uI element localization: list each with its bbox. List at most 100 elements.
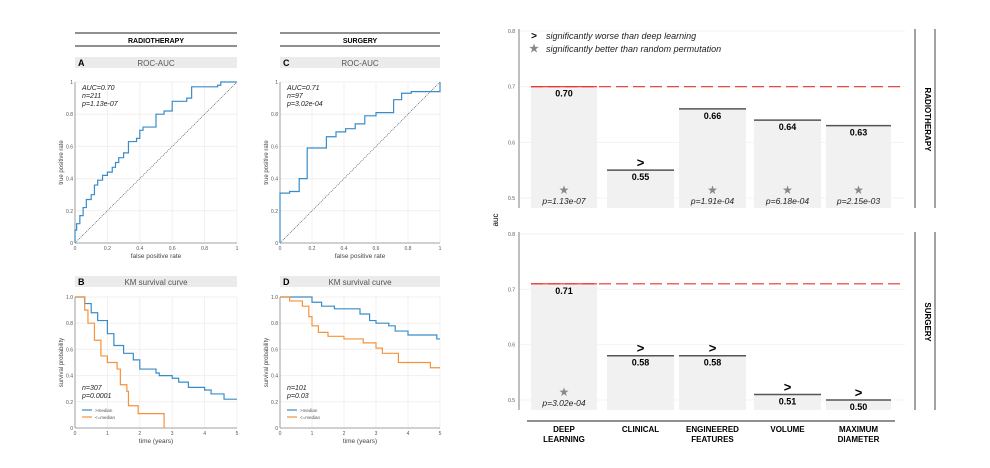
y-axis-label: true positive rate xyxy=(264,140,270,185)
bar xyxy=(826,400,891,410)
better-marker: ★ xyxy=(707,183,718,197)
category-label: DEEP xyxy=(553,425,575,434)
x-axis-label: false positive rate xyxy=(335,253,386,260)
facet-label: RADIOTHERAPY xyxy=(923,87,932,152)
x-tick-label: 4 xyxy=(407,431,410,437)
worse-marker: > xyxy=(637,341,645,356)
annotation: n=307 xyxy=(82,385,103,392)
x-axis-label: time (years) xyxy=(139,438,173,445)
panel-title: ROC-AUC xyxy=(341,59,379,68)
bar xyxy=(826,125,891,208)
bar xyxy=(607,355,674,410)
y-tick-label: 0.8 xyxy=(271,321,278,327)
x-tick-label: 2 xyxy=(343,431,346,437)
x-tick-label: 0.6 xyxy=(169,246,176,252)
annotation: p=0.03 xyxy=(286,393,309,400)
bar-value-label: 0.50 xyxy=(850,402,868,412)
x-tick-label: 4 xyxy=(203,431,206,437)
y-tick-label: 0 xyxy=(275,241,278,247)
panel-letter: D xyxy=(283,277,290,287)
series-line xyxy=(75,296,165,428)
category-label: FEATURES xyxy=(691,435,734,444)
annotation: p=1.13e-07 xyxy=(81,101,119,108)
x-tick-label: 0.6 xyxy=(373,246,380,252)
x-tick-label: 0.8 xyxy=(405,246,412,252)
y-tick-label: 0.4 xyxy=(271,177,278,183)
x-tick-label: 1 xyxy=(236,246,239,252)
worse-marker: > xyxy=(637,155,645,170)
y-tick-label: 0.6 xyxy=(66,347,73,353)
y-tick-label: 0.6 xyxy=(508,343,515,349)
annotation: n=101 xyxy=(287,385,307,392)
y-tick-label: 0.8 xyxy=(66,321,73,327)
annotation: AUC=0.70 xyxy=(81,85,115,92)
x-tick-label: 0.2 xyxy=(104,246,111,252)
bar-value-label: 0.71 xyxy=(555,286,573,296)
x-tick-label: 1 xyxy=(439,246,442,252)
panel-D: D KM survival curve 0 1 2 3 4 5 0 0.2 0.4 0.6 0.8 1.0… xyxy=(264,276,442,445)
p-value-label: p=1.91e-04 xyxy=(690,196,735,206)
bar-value-label: 0.55 xyxy=(632,172,650,182)
y-tick-label: 0.8 xyxy=(508,232,515,238)
y-tick-label: 0.2 xyxy=(271,400,278,406)
y-tick-label: 0.2 xyxy=(66,209,73,215)
x-tick-label: 0.2 xyxy=(309,246,316,252)
y-tick-label: 0.4 xyxy=(66,374,73,380)
y-tick-label: 0.8 xyxy=(66,112,73,118)
panel-letter: C xyxy=(283,58,290,68)
y-axis-label: auc xyxy=(491,214,500,227)
bar xyxy=(531,86,597,208)
y-tick-label: 0.4 xyxy=(66,177,73,183)
better-marker: ★ xyxy=(559,183,570,197)
y-axis-label: survival probability xyxy=(59,338,65,387)
category-label: LEARNING xyxy=(543,435,585,444)
category-label: MAXIMUM xyxy=(839,425,878,434)
legend-symbol: > xyxy=(531,31,537,42)
category-label: CLINICAL xyxy=(622,425,659,434)
y-tick-label: 0.6 xyxy=(66,144,73,150)
y-axis-label: survival probability xyxy=(264,338,270,387)
y-tick-label: 0.6 xyxy=(508,140,515,146)
y-tick-label: 0 xyxy=(70,241,73,247)
panel-title-bar xyxy=(280,276,440,287)
series-line xyxy=(74,81,237,243)
x-axis-label: false positive rate xyxy=(131,253,182,260)
x-tick-label: 2 xyxy=(138,431,141,437)
x-tick-label: 3 xyxy=(375,431,378,437)
facet-surgery: 0.5 0.6 0.7 0.8 0.71 ★p=3.02e-04 0.58 >0.58 >0.5… xyxy=(508,232,936,412)
panel-letter: A xyxy=(78,58,85,68)
facet-radiotherapy: 0.50.60.70.80.70★p=1.13e-070.55>0.66★p=1… xyxy=(508,29,936,208)
annotation: n=97 xyxy=(287,93,304,100)
x-tick-label: 5 xyxy=(236,431,239,437)
p-value-label: p=6.18e-04 xyxy=(765,196,810,206)
y-tick-label: 0.7 xyxy=(508,287,515,293)
panel-B: B KM survival curve 0 1 2 3 4 5 0 0.2 0.4 0.6 0.8 1.0… xyxy=(59,276,239,445)
category-label: DIAMETER xyxy=(838,435,880,444)
panel-title: ROC-AUC xyxy=(137,59,175,68)
y-tick-label: 1.0 xyxy=(66,295,73,301)
y-tick-label: 0.6 xyxy=(271,144,278,150)
p-value-label: p=1.13e-07 xyxy=(541,196,586,206)
bar xyxy=(607,170,674,208)
legend-label: <=median xyxy=(300,415,321,420)
annotation: p=3.02e-04 xyxy=(286,101,323,108)
y-tick-label: 0.6 xyxy=(271,347,278,353)
annotation: n=211 xyxy=(82,93,101,100)
bar-value-label: 0.66 xyxy=(704,111,722,121)
legend-label: >median xyxy=(95,408,113,413)
panel-A: A ROC-AUC 0 0.2 0.4 0.6 0.8 1 0 0.2 0.4 0.6 0.8 1 fals… xyxy=(59,57,239,260)
y-axis-label: true positive rate xyxy=(59,140,65,185)
radiotherapy-header: RADIOTHERAPY xyxy=(75,32,237,47)
x-tick-label: 5 xyxy=(439,431,442,437)
legend-label: significantly better than random permuta… xyxy=(546,44,721,54)
x-tick-label: 0.4 xyxy=(341,246,348,252)
x-tick-label: 3 xyxy=(171,431,174,437)
series-line xyxy=(75,296,237,400)
x-tick-label: 0 xyxy=(74,246,77,252)
bar-value-label: 0.70 xyxy=(555,89,573,99)
worse-marker: > xyxy=(709,341,717,356)
y-tick-label: 0.5 xyxy=(508,398,515,404)
y-tick-label: 0.8 xyxy=(271,112,278,118)
bar xyxy=(531,283,597,410)
series-line xyxy=(280,296,440,340)
